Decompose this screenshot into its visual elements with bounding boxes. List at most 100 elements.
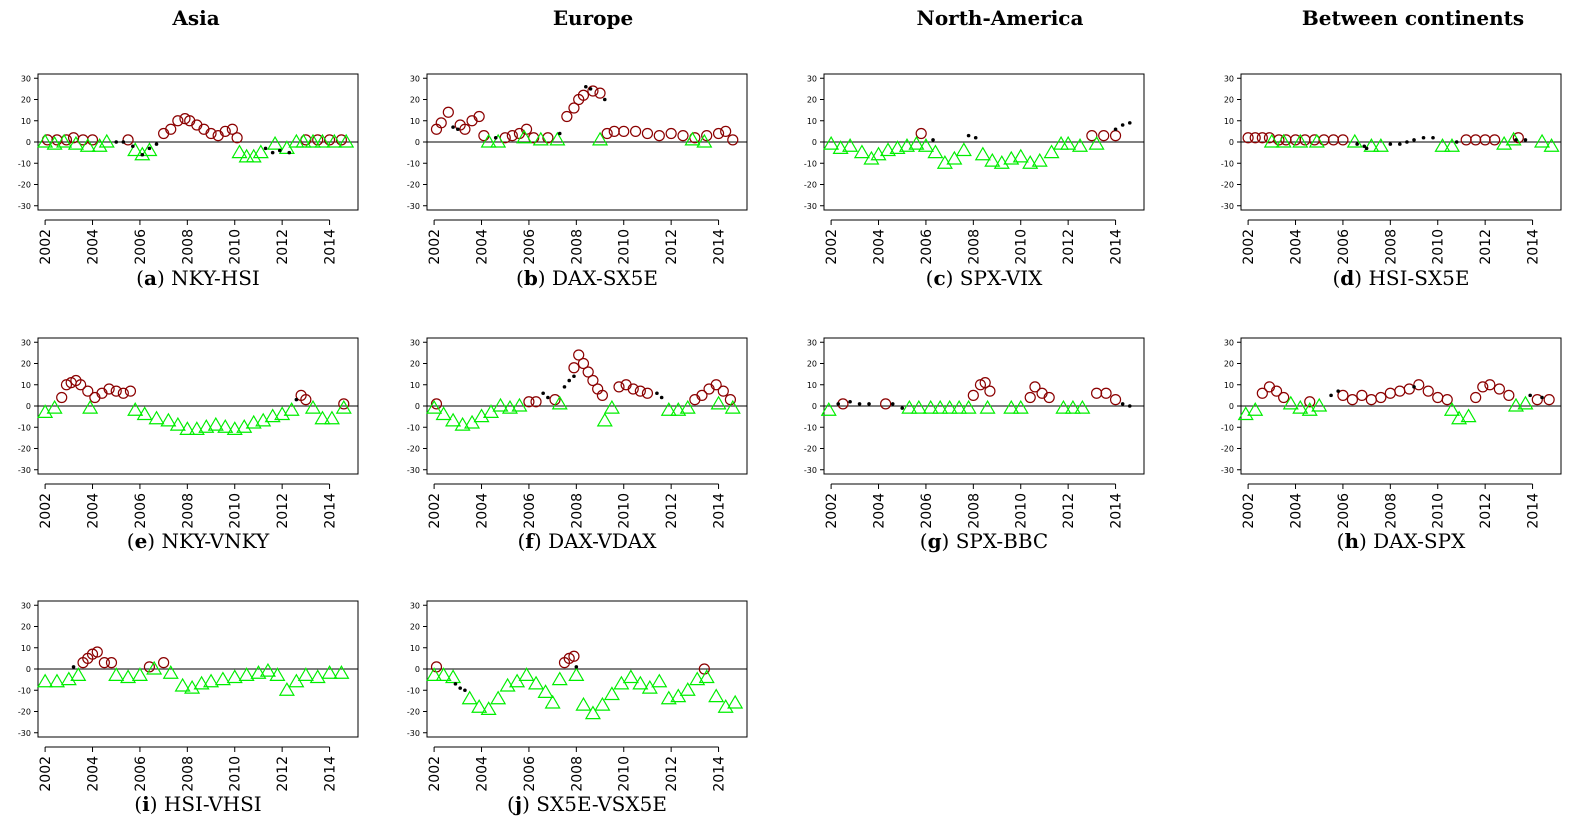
caption-letter: b xyxy=(523,266,538,290)
panel-b: 30 20 10 0 -10 -20 -30 2002 2004 2006 2008 2010 2012… xyxy=(407,73,763,279)
negative-point xyxy=(1012,148,1029,163)
caption-h: (h) DAX-SPX xyxy=(1241,529,1561,553)
y-tick-label: 30 xyxy=(21,74,31,83)
panel-a: 30 20 10 0 -10 -20 -30 2002 2004 2006 2008 2010 2012… xyxy=(18,73,374,279)
y-tick-label: -30 xyxy=(804,466,817,475)
x-tick-label: 2008 xyxy=(569,756,585,792)
caption-close-paren: ) xyxy=(1359,529,1374,553)
panel-h: 30 20 10 0 -10 -20 -30 2002 2004 2006 2008 2010 2012… xyxy=(1221,337,1577,543)
positive-point xyxy=(710,379,722,391)
negative-point xyxy=(951,399,968,414)
panel-f: 30 20 10 0 -10 -20 -30 2002 2004 2006 2008 2010 2012… xyxy=(407,337,763,543)
y-tick-label: 0 xyxy=(415,402,420,411)
negative-point xyxy=(283,402,300,416)
neutral-point xyxy=(567,378,572,383)
y-tick-label: -10 xyxy=(407,423,420,432)
negative-point xyxy=(333,665,350,679)
y-tick-label: -20 xyxy=(407,445,420,454)
negative-point xyxy=(584,705,601,720)
negative-point xyxy=(946,150,963,165)
positive-point xyxy=(596,389,609,401)
positive-point xyxy=(696,389,708,401)
y-tick-label: 10 xyxy=(21,381,31,390)
positive-point xyxy=(1278,391,1290,404)
negative-point xyxy=(37,133,54,148)
column-header-north-america: North-America xyxy=(916,6,1084,30)
negative-point xyxy=(1372,138,1389,152)
negative-point xyxy=(162,665,179,679)
negative-point xyxy=(898,138,916,152)
y-tick-label: -20 xyxy=(18,445,31,454)
neutral-point xyxy=(287,150,292,155)
negative-point xyxy=(217,419,234,433)
positive-point xyxy=(98,657,110,669)
x-tick-label: 2008 xyxy=(966,229,982,265)
caption-letter: c xyxy=(933,266,946,290)
negative-point xyxy=(323,410,340,425)
x-tick-label: 2010 xyxy=(617,756,633,792)
y-tick-label: 0 xyxy=(415,665,420,674)
negative-point xyxy=(511,397,528,412)
caption-d: (d) HSI-SX5E xyxy=(1241,266,1561,290)
x-tick-label: 2010 xyxy=(617,493,633,529)
y-tick-label: 0 xyxy=(1229,138,1234,147)
negative-point xyxy=(596,412,613,427)
positive-point xyxy=(124,385,137,397)
positive-point xyxy=(915,127,927,140)
negative-point xyxy=(499,677,516,692)
negative-point xyxy=(710,395,727,410)
positive-point xyxy=(478,130,490,142)
neutral-point xyxy=(1336,389,1340,393)
y-tick-label: 10 xyxy=(807,381,817,390)
negative-point xyxy=(549,131,566,146)
column-header-europe: Europe xyxy=(552,6,634,30)
x-tick-label: 2006 xyxy=(1336,229,1352,265)
positive-point xyxy=(82,385,94,397)
x-tick-label: 2012 xyxy=(275,756,291,792)
x-tick-label: 2010 xyxy=(1014,229,1030,265)
positive-point xyxy=(984,385,996,397)
caption-open-paren: ( xyxy=(507,792,515,816)
x-tick-label: 2010 xyxy=(228,493,244,529)
positive-point xyxy=(577,89,590,101)
negative-point xyxy=(1517,395,1534,410)
x-tick-label: 2004 xyxy=(475,229,491,265)
caption-open-paren: ( xyxy=(134,792,143,816)
caption-f: (f) DAX-VDAX xyxy=(427,529,747,553)
y-tick-label: 20 xyxy=(807,360,817,369)
positive-point xyxy=(568,650,580,662)
negative-point xyxy=(490,690,507,705)
positive-point xyxy=(1327,134,1340,146)
caption-g: (g) SPX-BBC xyxy=(824,529,1144,553)
neutral-point xyxy=(270,150,275,155)
x-tick-label: 2010 xyxy=(1431,229,1447,265)
y-tick-label: -30 xyxy=(407,466,420,475)
negative-point xyxy=(264,408,281,423)
negative-point xyxy=(853,144,870,159)
x-tick-label: 2014 xyxy=(1109,229,1125,265)
positive-point xyxy=(122,134,134,146)
neutral-point xyxy=(931,138,935,142)
positive-point xyxy=(523,396,535,408)
negative-point xyxy=(568,667,585,681)
neutral-point xyxy=(1388,142,1393,146)
negative-point xyxy=(252,144,269,159)
positive-point xyxy=(1484,379,1496,391)
x-tick-label: 2004 xyxy=(872,493,888,529)
positive-point xyxy=(1273,134,1285,146)
neutral-point xyxy=(1540,395,1544,400)
negative-point xyxy=(823,135,840,150)
caption-close-paren: ) xyxy=(945,266,960,290)
x-tick-label: 2006 xyxy=(919,229,935,265)
caption-i: (i) HSI-VHSI xyxy=(38,792,358,816)
positive-point xyxy=(205,127,217,140)
negative-point xyxy=(1043,144,1060,159)
y-tick-label: 0 xyxy=(26,402,31,411)
negative-point xyxy=(304,399,322,414)
y-tick-label: 0 xyxy=(415,138,420,147)
positive-point xyxy=(613,381,625,393)
negative-point xyxy=(454,416,471,431)
positive-point xyxy=(459,123,471,135)
